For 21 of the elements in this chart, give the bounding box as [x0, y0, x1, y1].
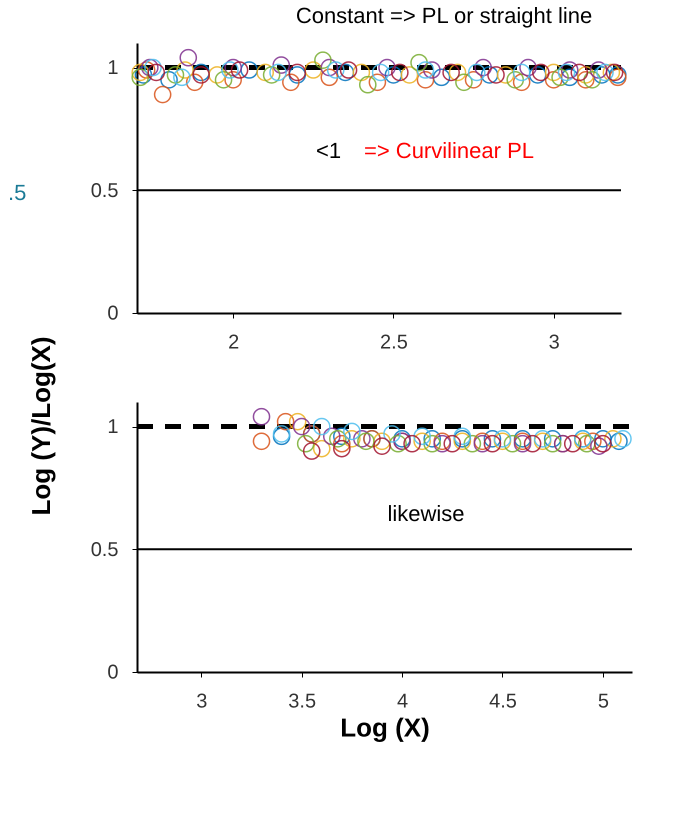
annotation: <1 — [316, 138, 342, 163]
x-tick-label: 2.5 — [380, 332, 408, 354]
x-tick-label: 3 — [196, 690, 208, 712]
x-tick-label: 3 — [548, 332, 560, 354]
x-tick-label: 2 — [228, 332, 240, 354]
x-axis-title: Log (X) — [340, 712, 430, 742]
text: Constant => PL or straight line — [296, 3, 592, 28]
y-tick-label: 1 — [107, 416, 118, 438]
y-tick-label: 0.5 — [90, 180, 118, 202]
text: .5 — [8, 180, 26, 205]
x-tick-label: 5 — [598, 690, 609, 712]
y-axis-title: Log (Y)/Log(X) — [26, 336, 56, 516]
y-tick-label: 0.5 — [90, 538, 118, 561]
y-tick-label: 0 — [107, 662, 118, 684]
y-tick-label: 0 — [107, 302, 118, 324]
x-tick-label: 3.5 — [288, 690, 316, 712]
x-tick-label: 4.5 — [489, 690, 517, 712]
annotation: => Curvilinear PL — [364, 138, 534, 163]
y-tick-label: 1 — [107, 57, 118, 80]
annotation: likewise — [387, 501, 465, 526]
x-tick-label: 4 — [397, 690, 408, 712]
